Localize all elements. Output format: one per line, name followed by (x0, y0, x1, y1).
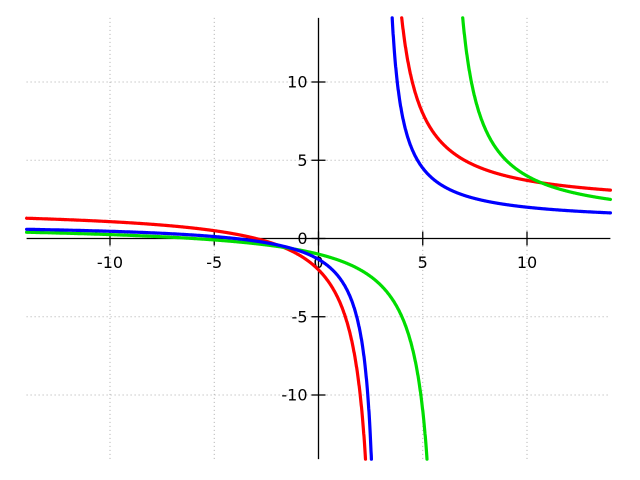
x-tick-label: 0 (313, 253, 323, 272)
curves (25, 16, 612, 461)
axis-ticks (109, 81, 528, 396)
y-tick-label: 5 (297, 151, 307, 170)
curve-blue-curve (25, 16, 612, 461)
y-tick-label: 10 (287, 73, 307, 92)
x-tick-label: 5 (418, 253, 428, 272)
x-tick-label: -10 (97, 253, 123, 272)
x-tick-label: 10 (517, 253, 537, 272)
y-tick-labels: 10 5 0 -5 -10 (281, 73, 307, 405)
curve-green-curve (25, 16, 612, 461)
y-tick-label: -5 (292, 307, 308, 326)
x-tick-label: -5 (206, 253, 222, 272)
y-tick-label: -10 (281, 386, 307, 405)
y-tick-label: 0 (297, 229, 307, 248)
x-tick-labels: -10 -5 0 5 10 (97, 253, 537, 272)
curve-red-curve (25, 16, 612, 461)
